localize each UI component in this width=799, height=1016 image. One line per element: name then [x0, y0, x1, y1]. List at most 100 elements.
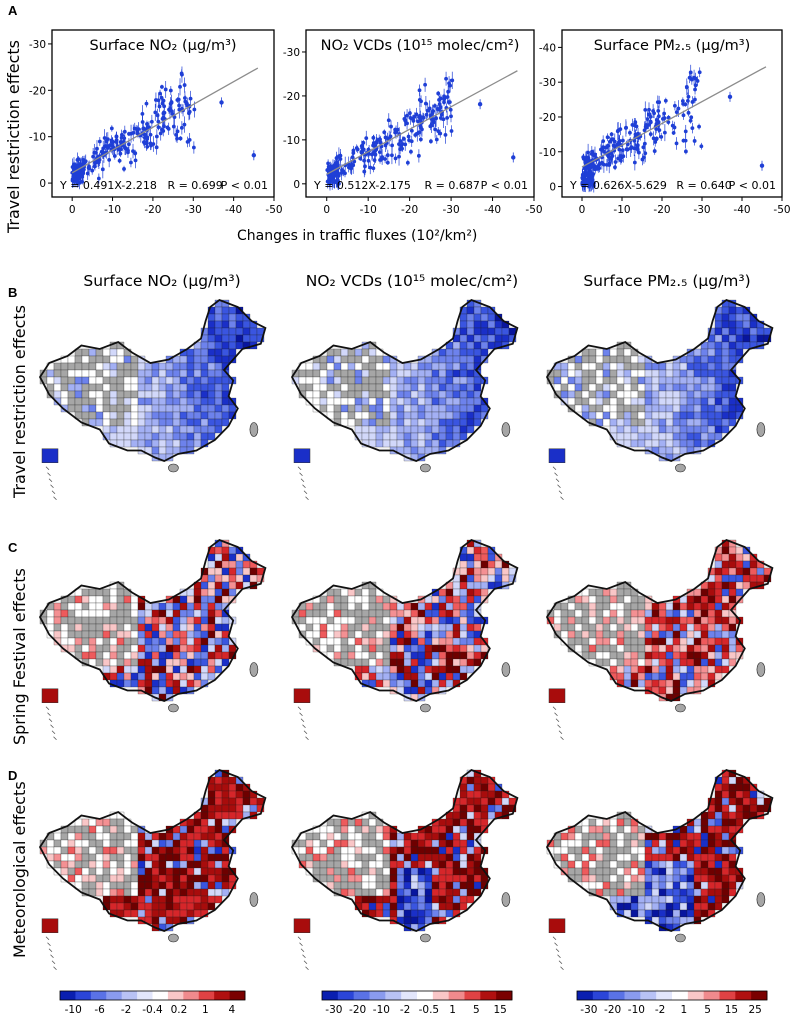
data-point — [662, 130, 667, 135]
map-province-cell — [466, 397, 475, 406]
map-province-cell — [707, 355, 716, 364]
map-province-cell — [637, 602, 646, 611]
map-province-cell — [242, 574, 251, 583]
map-province-cell — [235, 327, 244, 336]
map-province-cell — [123, 411, 132, 420]
map-province-cell — [109, 818, 118, 827]
map-province-cell — [102, 362, 111, 371]
data-point — [330, 178, 335, 183]
map-province-cell — [410, 839, 419, 848]
map-province-cell — [672, 860, 681, 869]
map-province-cell — [466, 418, 475, 427]
map-province-cell — [179, 411, 188, 420]
map-province-cell — [200, 860, 209, 869]
map-province-cell — [403, 874, 412, 883]
map-province-cell — [382, 888, 391, 897]
data-point — [593, 152, 597, 157]
map-province-cell — [494, 560, 503, 569]
map-province-cell — [686, 602, 695, 611]
map-province-cell — [158, 651, 167, 660]
map-province-cell — [368, 376, 377, 385]
map-province-cell — [693, 665, 702, 674]
map-province-cell — [403, 888, 412, 897]
map-province-cell — [151, 383, 160, 392]
map-province-cell — [375, 609, 384, 618]
map-province-cell — [452, 355, 461, 364]
map-province-cell — [700, 644, 709, 653]
map-province-cell — [396, 895, 405, 904]
map-province-cell — [130, 658, 139, 667]
map-province-cell — [207, 672, 216, 681]
map-province-cell — [382, 874, 391, 883]
map-province-cell — [221, 560, 230, 569]
map-province-cell — [340, 390, 349, 399]
map-province-cell — [735, 327, 744, 336]
scatter-panel-3: 0 -10 -20 -30 -40 -500-10-20-30-40 Surface PM₂… — [539, 29, 791, 216]
map-province-cell — [693, 602, 702, 611]
map-province-cell — [749, 334, 758, 343]
map-province-cell — [424, 888, 433, 897]
map-province-cell — [193, 411, 202, 420]
map-province-cell — [116, 867, 125, 876]
map-province-cell — [312, 397, 321, 406]
map-province-cell — [473, 306, 482, 315]
map-province-cell — [137, 609, 146, 618]
map-province-cell — [473, 790, 482, 799]
map-province-cell — [651, 860, 660, 869]
map-province-cell — [396, 672, 405, 681]
map-province-cell — [658, 369, 667, 378]
map-province-cell — [595, 369, 604, 378]
map-province-cell — [410, 867, 419, 876]
map-province-cell — [165, 658, 174, 667]
map-province-cell — [144, 602, 153, 611]
map-province-cell — [361, 411, 370, 420]
data-point — [661, 116, 665, 121]
map-province-cell — [431, 616, 440, 625]
map-province-cell — [368, 418, 377, 427]
map-province-cell — [46, 609, 55, 618]
map-province-cell — [207, 818, 216, 827]
data-point — [448, 107, 453, 112]
map-province-cell — [417, 909, 426, 918]
map-province-cell — [623, 637, 632, 646]
map-province-cell — [679, 867, 688, 876]
map-province-cell — [466, 790, 475, 799]
map-province-cell — [651, 425, 660, 434]
map-province-cell — [186, 602, 195, 611]
map-province-cell — [714, 609, 723, 618]
map-province-cell — [158, 902, 167, 911]
map-province-cell — [382, 909, 391, 918]
hainan-island — [168, 703, 179, 713]
map-province-cell — [714, 630, 723, 639]
map-province-cell — [707, 637, 716, 646]
map-province-cell — [368, 602, 377, 611]
map-province-cell — [459, 355, 468, 364]
map-province-cell — [431, 432, 440, 441]
data-point — [433, 127, 438, 132]
map-province-cell — [207, 320, 216, 329]
map-province-cell — [473, 546, 482, 555]
map-province-cell — [179, 390, 188, 399]
map-province-cell — [630, 623, 639, 632]
map-province-cell — [466, 881, 475, 890]
map-province-cell — [200, 588, 209, 597]
map-province-cell — [116, 888, 125, 897]
map-province-cell — [417, 369, 426, 378]
map-province-cell — [396, 881, 405, 890]
data-point — [612, 139, 617, 144]
map-province-cell — [193, 588, 202, 597]
inset-dash — [554, 712, 558, 717]
data-point — [418, 117, 423, 122]
data-point — [114, 140, 118, 144]
data-point — [153, 110, 158, 115]
map-province-cell — [473, 818, 482, 827]
map-province-cell — [480, 581, 489, 590]
map-province-cell — [480, 341, 489, 350]
map-province-cell — [165, 867, 174, 876]
map-province-cell — [354, 846, 363, 855]
map-province-cell — [368, 867, 377, 876]
map-province-cell — [298, 616, 307, 625]
map-province-cell — [410, 846, 419, 855]
map-province-cell — [574, 623, 583, 632]
map-province-cell — [707, 665, 716, 674]
